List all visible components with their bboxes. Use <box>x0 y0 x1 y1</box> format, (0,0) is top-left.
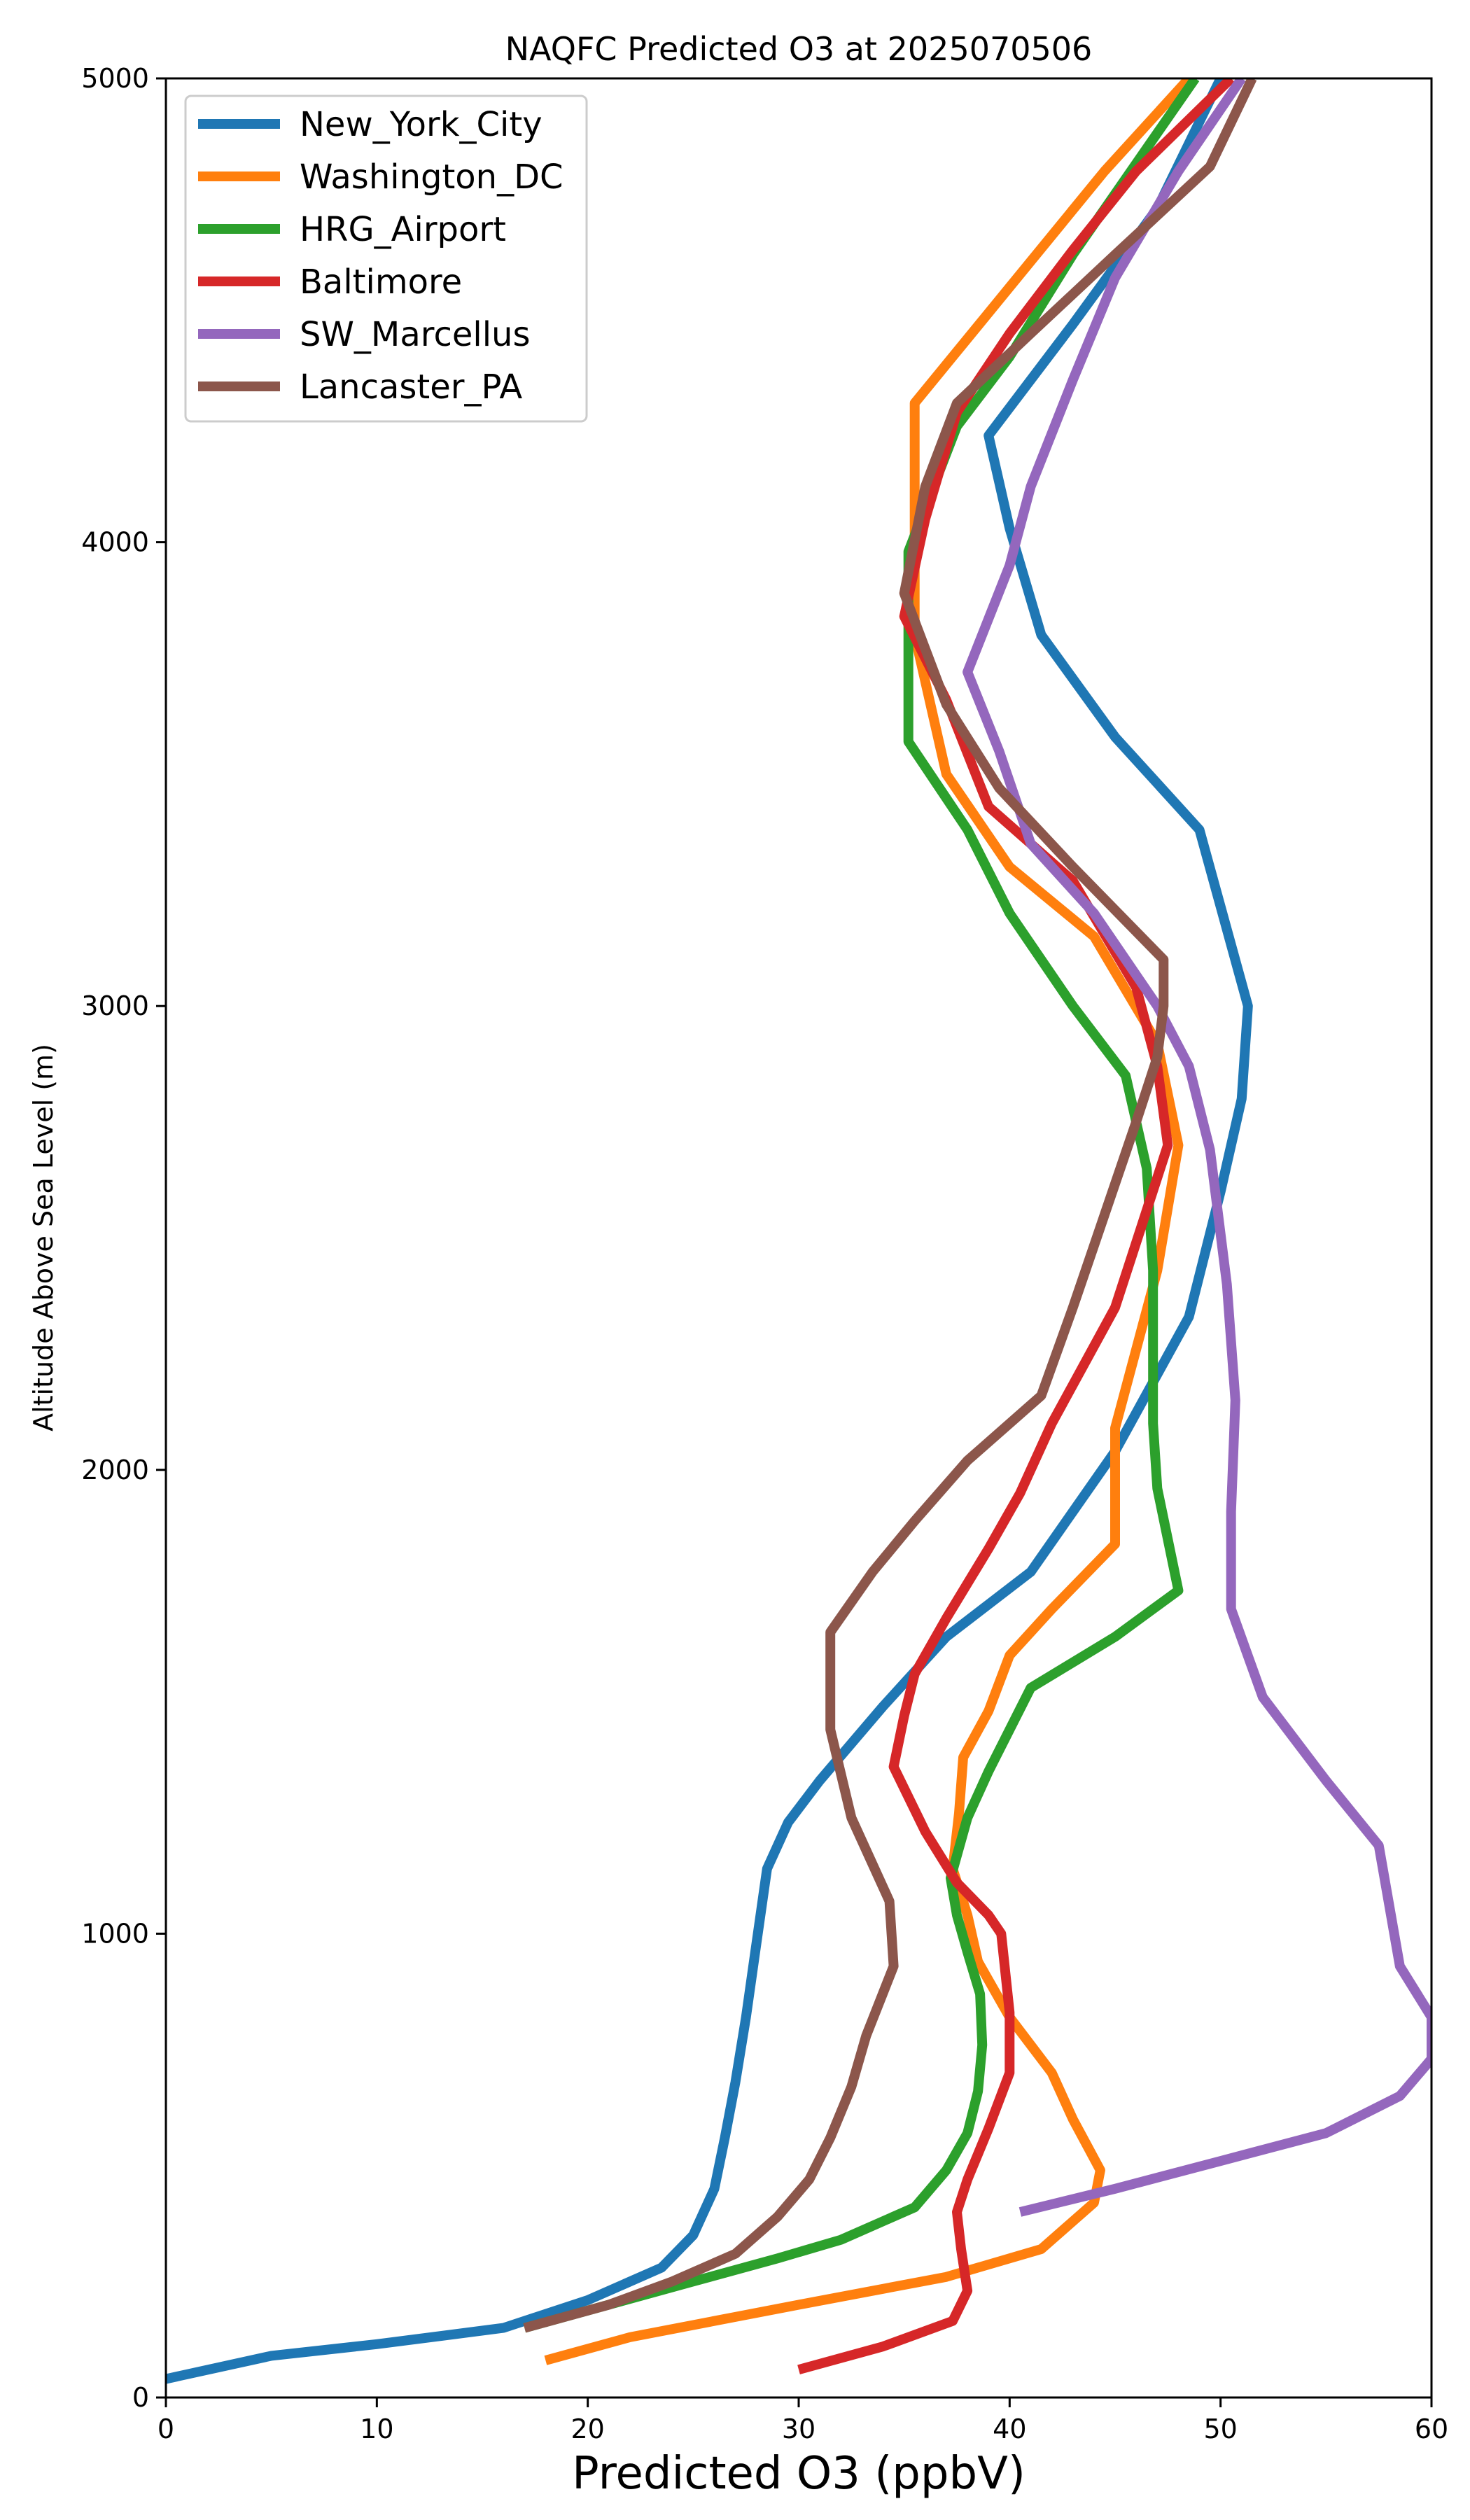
legend-label: Lancaster_PA <box>300 368 522 407</box>
y-tick-label: 1000 <box>81 1918 149 1949</box>
y-tick-label: 5000 <box>81 63 149 94</box>
y-axis: 0 1000 2000 3000 4000 5000 <box>81 63 166 2413</box>
series-line-lancaster-pa <box>523 78 1257 2333</box>
series-line-new-york-city <box>166 78 1253 2384</box>
x-tick-label: 50 <box>1203 2414 1237 2444</box>
legend-box <box>184 94 588 423</box>
legend-label: SW_Marcellus <box>300 315 530 354</box>
x-axis: 0 10 20 30 40 50 60 <box>158 2398 1448 2444</box>
x-tick-label: 60 <box>1415 2414 1448 2444</box>
y-axis-label: Altitude Above Sea Level (m) <box>28 1044 59 1432</box>
x-tick-label: 30 <box>782 2414 816 2444</box>
legend-label: New_York_City <box>300 105 542 144</box>
x-tick-label: 0 <box>158 2414 174 2444</box>
series-line-sw-marcellus <box>962 78 1432 2217</box>
legend: New_York_City Washington_DC HRG_Airport Bal… <box>184 94 588 423</box>
legend-label: Washington_DC <box>300 158 564 197</box>
legend-label: Baltimore <box>300 262 462 302</box>
y-tick-label: 3000 <box>81 990 149 1021</box>
legend-label: HRG_Airport <box>300 210 506 249</box>
x-tick-label: 40 <box>993 2414 1026 2444</box>
series-line-hrg-airport <box>523 78 1200 2333</box>
y-tick-label: 2000 <box>81 1455 149 1485</box>
x-axis-label: Predicted O3 (ppbV) <box>572 2448 1026 2500</box>
series-layer <box>166 78 1432 2384</box>
y-tick-label: 4000 <box>81 527 149 558</box>
y-tick-label: 0 <box>132 2382 149 2413</box>
x-tick-label: 20 <box>570 2414 604 2444</box>
chart-title: NAQFC Predicted O3 at 2025070506 <box>505 30 1093 68</box>
x-tick-label: 10 <box>360 2414 393 2444</box>
series-line-baltimore <box>797 78 1235 2374</box>
